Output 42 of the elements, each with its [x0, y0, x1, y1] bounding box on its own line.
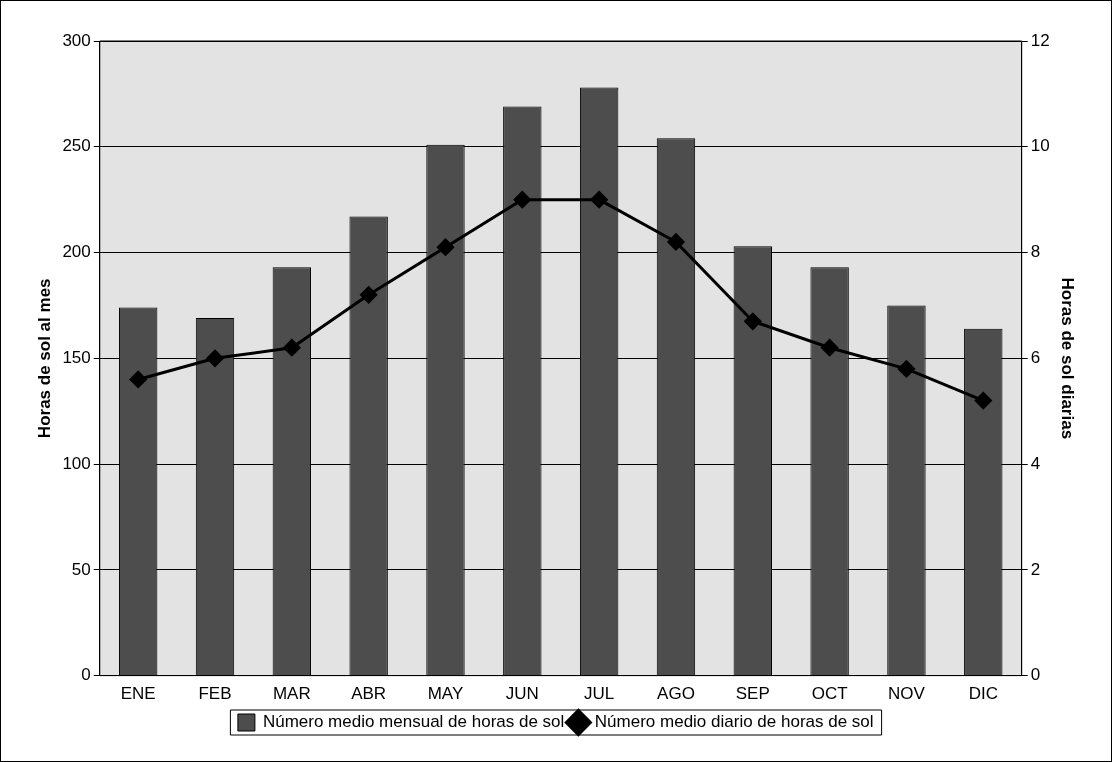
x-tick-label: JUN — [505, 684, 539, 704]
y-axis-title: Horas de sol al mes — [34, 278, 54, 439]
y-tick-label: 200 — [62, 242, 91, 262]
point — [513, 191, 531, 209]
x-tick-label: AGO — [657, 684, 695, 704]
y2-tick-label: 0 — [1030, 665, 1041, 685]
x-tick-label: OCT — [811, 684, 848, 704]
point — [744, 312, 762, 330]
point — [897, 360, 915, 378]
y2-axis-title: Horas de sol diarias — [1058, 277, 1078, 440]
point — [129, 370, 147, 388]
x-tick-label: ABR — [351, 684, 387, 704]
y2-tick-label: 12 — [1030, 30, 1050, 50]
point — [436, 238, 454, 256]
y2-tick-label: 2 — [1030, 559, 1041, 579]
x-tick-label: JUL — [584, 684, 615, 704]
y-tick-label: 100 — [62, 453, 91, 473]
point — [821, 339, 839, 357]
x-tick-label: SEP — [735, 684, 770, 704]
y-tick-label: 300 — [62, 30, 91, 50]
legend-label: Número medio mensual de horas de sol — [262, 712, 565, 732]
y2-tick-label: 10 — [1030, 136, 1050, 156]
y2-tick-label: 8 — [1030, 242, 1041, 262]
y2-tick-label: 4 — [1030, 453, 1041, 473]
y-tick-label: 150 — [62, 347, 91, 367]
point — [667, 233, 685, 251]
x-tick-label: NOV — [888, 684, 926, 704]
y-tick-label: 250 — [62, 136, 91, 156]
point — [590, 191, 608, 209]
x-tick-label: ENE — [120, 684, 156, 704]
legend-label: Número medio diario de horas de sol — [594, 712, 874, 732]
y-tick-label: 0 — [81, 665, 91, 685]
y2-tick-label: 6 — [1030, 347, 1041, 367]
x-tick-label: DIC — [968, 684, 998, 704]
x-tick-label: MAR — [272, 684, 311, 704]
x-tick-label: MAY — [427, 684, 464, 704]
x-tick-label: FEB — [198, 684, 232, 704]
point — [360, 286, 378, 304]
y-tick-label: 50 — [71, 559, 91, 579]
point — [206, 349, 224, 367]
point — [283, 339, 301, 357]
point — [974, 392, 992, 410]
